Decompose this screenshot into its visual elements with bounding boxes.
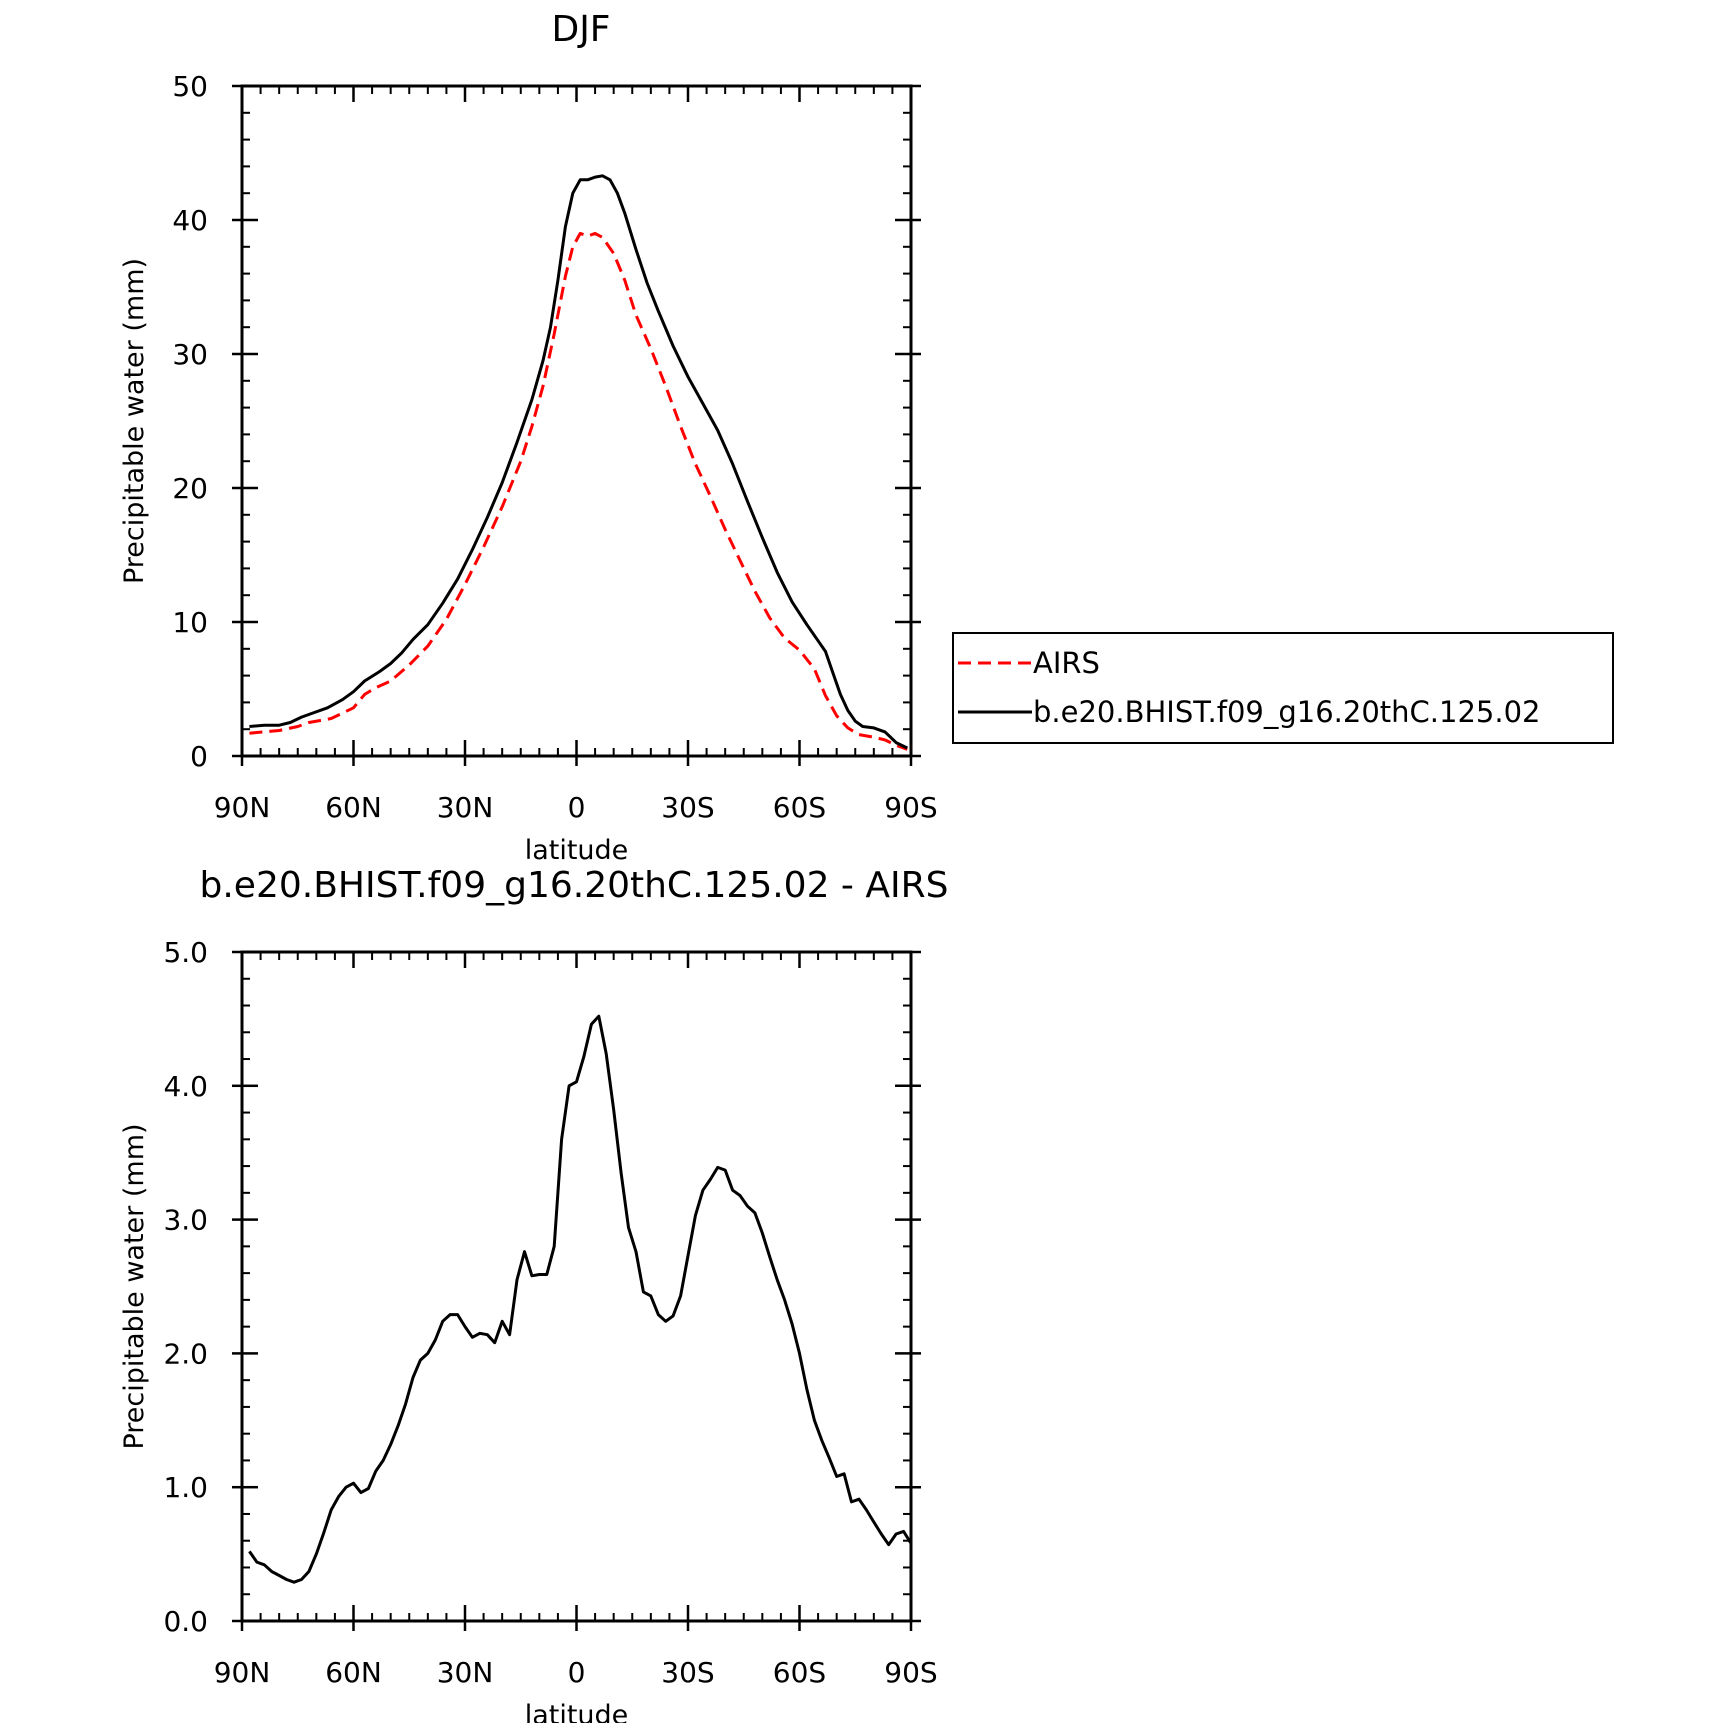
- top-x-axis-label: latitude: [525, 835, 629, 866]
- bottom-plot-frame: [240, 950, 913, 1623]
- bottom-x-tick-label: 60S: [773, 1656, 826, 1689]
- legend: AIRS b.e20.BHIST.f09_g16.20thC.125.02: [952, 632, 1614, 744]
- top-chart-title: DJF: [551, 9, 610, 50]
- bottom-x-tick-label: 30S: [661, 1656, 714, 1689]
- bottom-y-axis-label: Precipitable water (mm): [119, 1123, 150, 1449]
- top-series-line-airs: [249, 231, 908, 751]
- bottom-y-tick-label: 0.0: [163, 1605, 208, 1638]
- bottom-x-tick-label: 0: [568, 1656, 586, 1689]
- top-y-tick-label: 30: [172, 338, 208, 371]
- bottom-y-tick-label: 5.0: [163, 936, 208, 969]
- bottom-series-line-difference: [248, 1014, 913, 1584]
- top-y-tick-label: 0: [190, 740, 208, 773]
- bottom-chart-title: b.e20.BHIST.f09_g16.20thC.125.02 - AIRS: [200, 865, 949, 906]
- top-y-axis-label: Precipitable water (mm): [119, 258, 150, 584]
- legend-label-model: b.e20.BHIST.f09_g16.20thC.125.02: [1033, 695, 1540, 729]
- legend-box: [952, 632, 1614, 744]
- precipitable-water-difference-panel: b.e20.BHIST.f09_g16.20thC.125.02 - AIRS …: [119, 865, 948, 1723]
- top-series-line-model: [249, 174, 908, 750]
- top-x-tick-label: 60N: [325, 791, 382, 824]
- top-x-tick-label: 60S: [773, 791, 826, 824]
- bottom-x-tick-label: 60N: [325, 1656, 382, 1689]
- bottom-x-axis-label: latitude: [525, 1700, 629, 1723]
- top-x-tick-label: 30N: [437, 791, 494, 824]
- legend-label-airs: AIRS: [1033, 646, 1100, 680]
- top-x-tick-label: 90S: [884, 791, 937, 824]
- top-y-tick-label: 40: [172, 204, 208, 237]
- top-x-tick-label: 0: [568, 791, 586, 824]
- top-x-tick-label: 90N: [214, 791, 271, 824]
- bottom-x-tick-label: 90N: [214, 1656, 271, 1689]
- bottom-y-tick-label: 4.0: [163, 1070, 208, 1103]
- top-y-tick-label: 50: [172, 70, 208, 103]
- bottom-y-tick-label: 2.0: [163, 1337, 208, 1370]
- precipitable-water-djf-panel: DJF 90N 60N 30N 0 30S 60S 90S 0 10 20 30 40 50 latitu…: [119, 9, 1614, 866]
- top-y-tick-label: 10: [172, 606, 208, 639]
- bottom-y-tick-label: 3.0: [163, 1204, 208, 1237]
- top-y-tick-label: 20: [172, 472, 208, 505]
- top-x-tick-label: 30S: [661, 791, 714, 824]
- bottom-y-tick-label: 1.0: [163, 1471, 208, 1504]
- bottom-x-tick-label: 30N: [437, 1656, 494, 1689]
- bottom-x-tick-label: 90S: [884, 1656, 937, 1689]
